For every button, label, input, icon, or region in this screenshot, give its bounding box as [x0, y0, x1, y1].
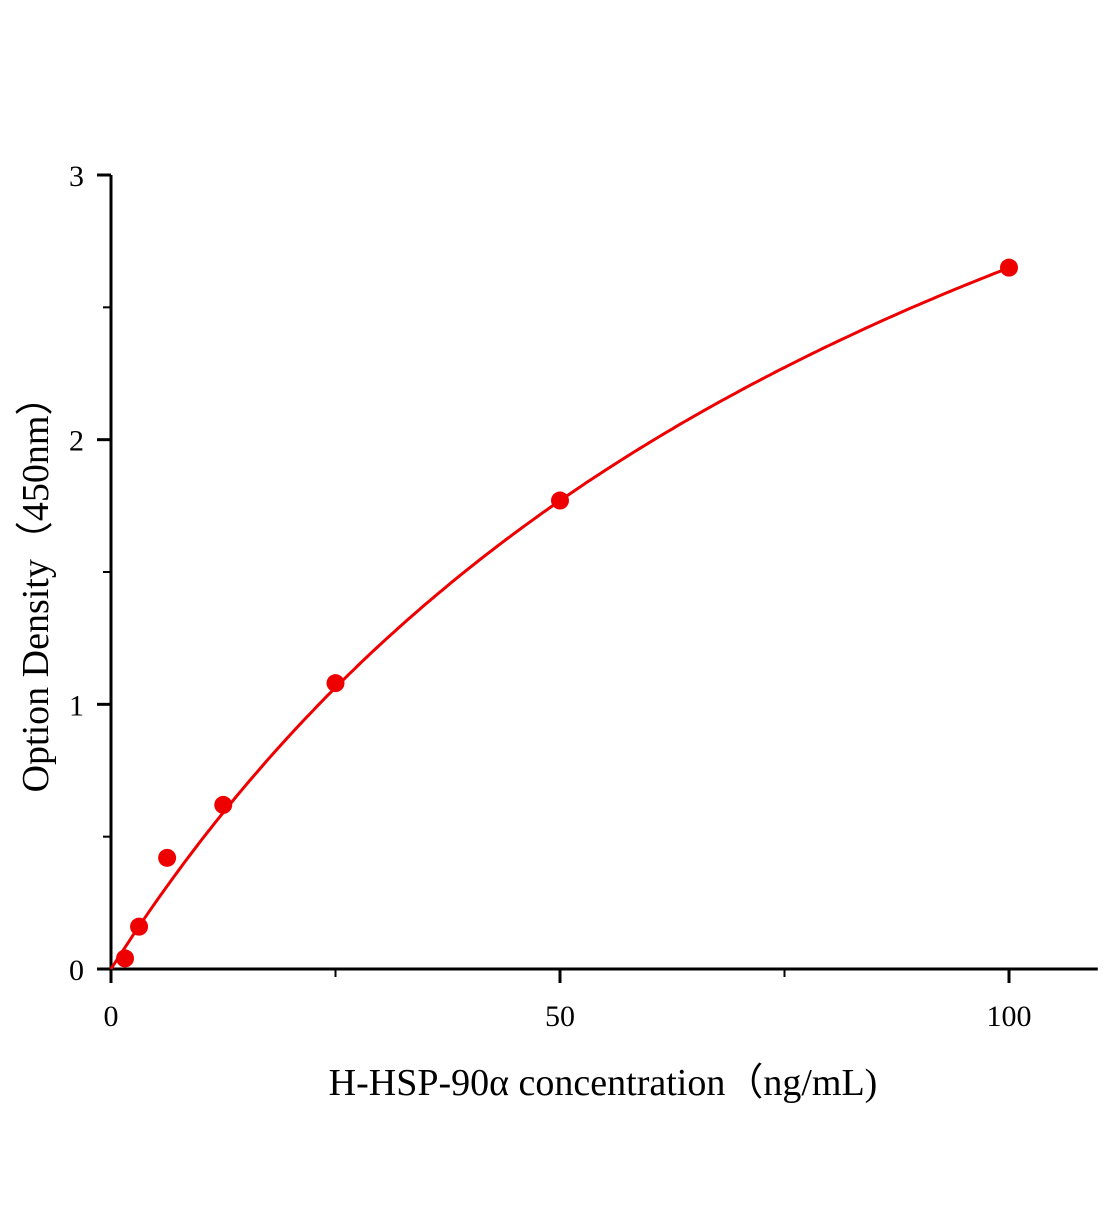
data-point [130, 917, 149, 936]
axes: 0 50 100 0 1 2 3 [69, 160, 1098, 1033]
y-axis-label: Option Density（450nm） [15, 378, 57, 793]
data-point [214, 795, 233, 814]
data-point [326, 674, 345, 693]
fit-curve [109, 266, 1010, 970]
y-tick-label: 2 [69, 425, 84, 458]
data-point [551, 491, 569, 510]
x-tick-label: 0 [104, 1000, 119, 1033]
x-axis-label: H-HSP-90α concentration（ng/mL) [329, 1062, 878, 1104]
data-point [116, 949, 135, 968]
data-point [158, 848, 177, 867]
x-tick-label: 50 [545, 1000, 575, 1033]
y-tick-label: 3 [69, 160, 84, 193]
x-tick-label: 100 [987, 1000, 1032, 1033]
data-point [1000, 258, 1018, 277]
data-points [116, 258, 1018, 968]
y-tick-label: 0 [69, 954, 84, 987]
y-tick-label: 1 [69, 689, 84, 722]
